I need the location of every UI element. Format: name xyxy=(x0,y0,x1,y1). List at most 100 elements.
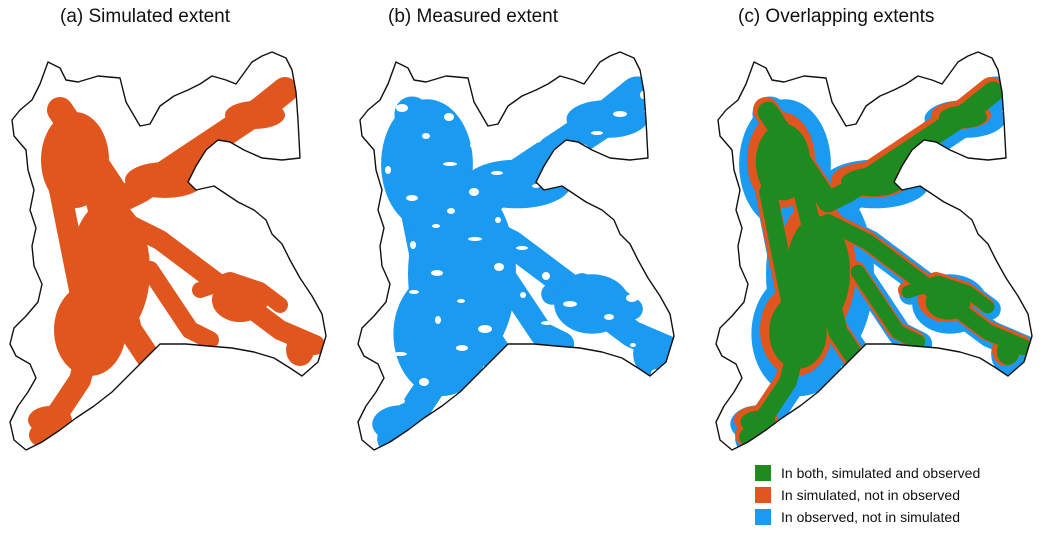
dry-area xyxy=(566,396,578,400)
simulated-extent-patch xyxy=(54,284,126,376)
dry-area xyxy=(545,367,551,373)
dry-area xyxy=(383,261,397,267)
dry-area xyxy=(588,376,602,382)
overlap-extent-patch xyxy=(939,105,987,129)
dry-area xyxy=(494,263,504,271)
dry-area xyxy=(406,195,418,201)
dry-area xyxy=(495,217,501,223)
simulated-extent-patch xyxy=(212,278,268,322)
dry-area xyxy=(397,398,405,404)
dry-area xyxy=(541,321,553,325)
dry-area xyxy=(470,142,476,148)
legend-swatch-observed-only xyxy=(755,509,771,525)
dry-area xyxy=(592,82,600,90)
dry-area xyxy=(385,166,391,174)
dry-area xyxy=(532,184,540,188)
measured-extent-patch xyxy=(393,271,491,397)
legend-item-observed-only: In observed, not in simulated xyxy=(755,506,980,528)
dry-area xyxy=(605,268,611,272)
overlap-extent-patch xyxy=(841,167,905,197)
measured-extent-patch xyxy=(633,332,671,376)
dry-area xyxy=(431,270,443,276)
dry-area xyxy=(507,109,515,113)
flood-extent-layer xyxy=(28,77,325,446)
overlap-extent-patch xyxy=(740,410,776,434)
dry-area xyxy=(580,193,586,197)
legend: In both, simulated and observed In simul… xyxy=(755,462,980,528)
dry-area xyxy=(393,352,407,356)
overlap-extent-channel xyxy=(850,264,926,350)
study-area-boundary xyxy=(9,51,327,451)
dry-area xyxy=(604,314,614,320)
dry-area xyxy=(553,210,567,218)
simulated-extent-patch xyxy=(125,162,205,198)
dry-area xyxy=(375,78,381,82)
measured-extent-map xyxy=(357,51,675,451)
measured-extent-patch xyxy=(372,405,432,443)
simulated-extent-patch xyxy=(41,112,109,208)
panel-c-title: (c) Overlapping extents xyxy=(738,6,935,27)
dry-area xyxy=(444,113,454,121)
dry-area xyxy=(626,294,638,302)
overlap-extent-patch xyxy=(755,123,811,201)
simulated-extent-patch xyxy=(225,101,285,129)
legend-label-both: In both, simulated and observed xyxy=(781,465,981,481)
legend-item-both: In both, simulated and observed xyxy=(755,462,980,484)
dry-area xyxy=(563,301,577,307)
measured-extent-patch xyxy=(566,100,648,138)
simulated-extent-channel xyxy=(141,261,219,349)
dry-area xyxy=(519,338,529,346)
dry-area xyxy=(460,391,466,399)
dry-area xyxy=(457,299,465,303)
overlap-extent-patch xyxy=(769,295,827,369)
dry-area xyxy=(614,405,624,409)
flood-extent-layer xyxy=(730,76,1032,450)
dry-area xyxy=(652,323,660,329)
dry-area xyxy=(469,188,479,196)
dry-area xyxy=(542,272,550,280)
dry-area xyxy=(422,133,430,139)
dry-area xyxy=(468,237,482,241)
dry-area xyxy=(638,186,652,192)
dry-area xyxy=(410,241,416,249)
legend-item-simulated-only: In simulated, not in observed xyxy=(755,484,980,506)
legend-label-observed-only: In observed, not in simulated xyxy=(781,509,960,525)
overlap-extent-patch xyxy=(996,339,1020,365)
measured-extent-patch xyxy=(463,159,571,209)
overlap-extent-patch xyxy=(925,284,971,320)
legend-swatch-both xyxy=(755,465,771,481)
dry-area xyxy=(456,345,468,351)
dry-area xyxy=(555,118,561,122)
dry-area xyxy=(435,316,441,324)
dry-area xyxy=(554,164,564,170)
simulated-extent-patch xyxy=(286,334,314,366)
dry-area xyxy=(419,378,429,386)
dry-area xyxy=(478,325,492,333)
dry-area xyxy=(481,80,493,86)
dry-area xyxy=(432,224,440,228)
dry-area xyxy=(482,374,490,378)
dry-area xyxy=(516,246,528,250)
simulated-extent-map xyxy=(9,51,327,451)
dry-area xyxy=(591,131,603,135)
dry-area xyxy=(601,219,613,227)
overlapping-extents-map xyxy=(715,51,1033,451)
dry-area xyxy=(396,104,408,112)
dry-area xyxy=(576,144,588,152)
dry-area xyxy=(418,87,432,91)
dry-area xyxy=(528,135,542,143)
study-area-boundary xyxy=(357,51,675,451)
dry-area xyxy=(567,347,575,355)
dry-area xyxy=(447,208,455,214)
dry-area xyxy=(409,290,419,294)
dry-area xyxy=(520,292,526,298)
dry-area xyxy=(579,239,589,245)
dry-area xyxy=(491,171,503,175)
dry-area xyxy=(613,111,627,117)
dry-area xyxy=(384,215,394,219)
panel-b-title: (b) Measured extent xyxy=(388,6,559,27)
legend-swatch-simulated-only xyxy=(755,487,771,503)
simulated-extent-patch xyxy=(28,406,72,434)
dry-area xyxy=(630,343,636,347)
dry-area xyxy=(504,354,514,360)
